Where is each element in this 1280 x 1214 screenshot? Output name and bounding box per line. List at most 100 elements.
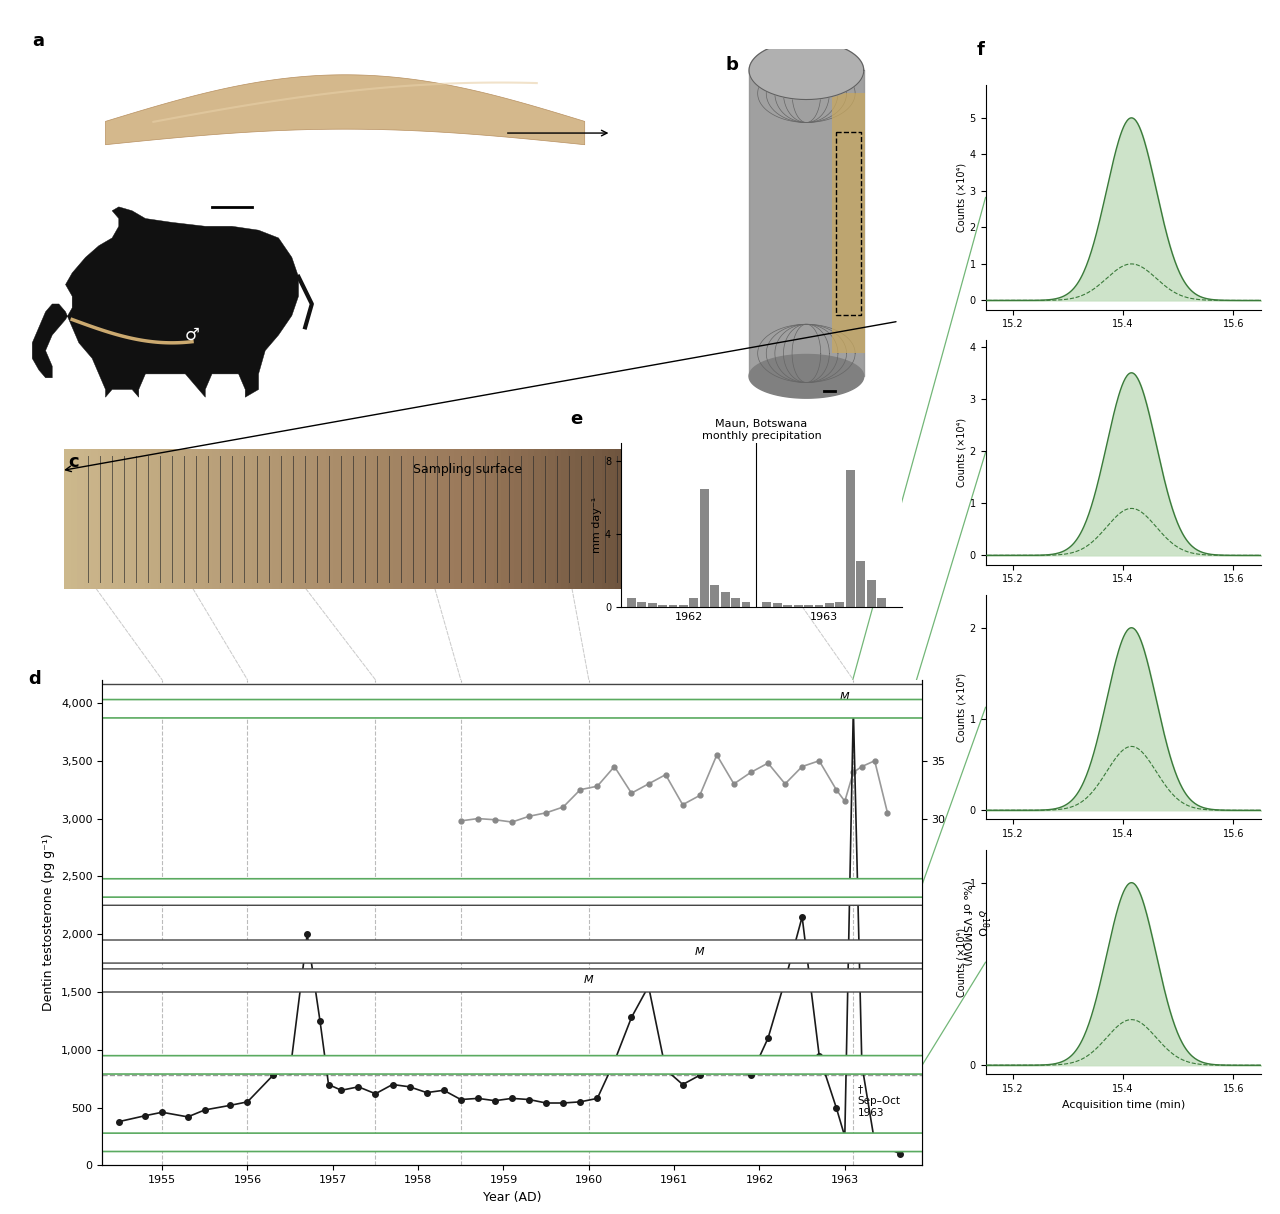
- Y-axis label: Counts (×10⁴): Counts (×10⁴): [957, 927, 966, 997]
- Polygon shape: [749, 41, 864, 100]
- Bar: [508, 449, 515, 589]
- Text: †
Sep–Oct
1963: † Sep–Oct 1963: [858, 1084, 901, 1118]
- Bar: [773, 603, 782, 607]
- Bar: [326, 449, 333, 589]
- Bar: [668, 605, 677, 607]
- Bar: [864, 449, 870, 589]
- Bar: [662, 449, 669, 589]
- Bar: [568, 449, 575, 589]
- Bar: [824, 603, 833, 607]
- Bar: [138, 449, 145, 589]
- Bar: [353, 449, 360, 589]
- Bar: [246, 449, 252, 589]
- Bar: [643, 449, 649, 589]
- Bar: [602, 449, 608, 589]
- Bar: [628, 449, 635, 589]
- Bar: [212, 449, 219, 589]
- Text: M: M: [695, 947, 704, 957]
- Bar: [306, 449, 312, 589]
- Bar: [700, 488, 709, 607]
- Text: M: M: [840, 692, 850, 702]
- Bar: [831, 449, 837, 589]
- Bar: [401, 449, 407, 589]
- Bar: [554, 449, 561, 589]
- Bar: [165, 449, 172, 589]
- Text: a: a: [32, 32, 45, 50]
- Bar: [810, 449, 817, 589]
- Circle shape: [0, 940, 1280, 963]
- Bar: [589, 449, 595, 589]
- Bar: [655, 449, 662, 589]
- Circle shape: [0, 883, 1280, 906]
- Bar: [804, 449, 810, 589]
- Bar: [360, 449, 366, 589]
- Bar: [649, 449, 655, 589]
- Bar: [420, 449, 428, 589]
- Bar: [387, 449, 393, 589]
- Y-axis label: $\delta^{18}$O
(‰ of VSMOW): $\delta^{18}$O (‰ of VSMOW): [963, 880, 991, 965]
- Bar: [500, 449, 507, 589]
- Bar: [658, 605, 667, 607]
- Text: d: d: [28, 670, 41, 688]
- Text: ♂: ♂: [184, 327, 200, 344]
- Bar: [515, 449, 521, 589]
- Circle shape: [0, 699, 1280, 717]
- Circle shape: [0, 1056, 1280, 1074]
- Circle shape: [0, 879, 1280, 897]
- Bar: [527, 449, 535, 589]
- Bar: [178, 449, 186, 589]
- Bar: [721, 592, 730, 607]
- Circle shape: [0, 969, 1280, 992]
- Bar: [232, 449, 239, 589]
- Bar: [447, 449, 454, 589]
- Bar: [333, 449, 339, 589]
- Bar: [252, 449, 259, 589]
- Bar: [320, 449, 326, 589]
- Bar: [736, 449, 742, 589]
- Bar: [703, 449, 709, 589]
- Bar: [535, 449, 541, 589]
- Bar: [689, 449, 696, 589]
- Bar: [494, 449, 500, 589]
- Bar: [669, 449, 676, 589]
- Bar: [225, 449, 232, 589]
- Bar: [794, 605, 803, 607]
- Bar: [637, 602, 646, 607]
- Circle shape: [0, 1133, 1280, 1152]
- Text: M: M: [584, 976, 594, 986]
- Bar: [844, 449, 850, 589]
- Bar: [796, 449, 804, 589]
- Bar: [454, 449, 461, 589]
- Bar: [84, 449, 91, 589]
- Bar: [541, 449, 548, 589]
- Bar: [97, 449, 105, 589]
- Bar: [488, 449, 494, 589]
- Bar: [285, 449, 293, 589]
- Bar: [300, 449, 306, 589]
- Bar: [172, 449, 178, 589]
- Bar: [709, 449, 716, 589]
- Polygon shape: [105, 75, 585, 144]
- Polygon shape: [832, 93, 865, 353]
- Bar: [440, 449, 447, 589]
- Title: Maun, Botswana
monthly precipitation: Maun, Botswana monthly precipitation: [701, 419, 822, 441]
- Y-axis label: Counts (×10⁴): Counts (×10⁴): [957, 163, 966, 232]
- Text: Mean: Mean: [111, 1061, 141, 1071]
- Polygon shape: [32, 206, 298, 397]
- Bar: [575, 449, 581, 589]
- Bar: [846, 470, 855, 607]
- Bar: [858, 449, 864, 589]
- Bar: [159, 449, 165, 589]
- Y-axis label: mm day⁻¹: mm day⁻¹: [593, 497, 602, 554]
- Bar: [467, 449, 474, 589]
- Bar: [742, 449, 750, 589]
- Bar: [850, 449, 858, 589]
- Text: f: f: [977, 41, 984, 59]
- Bar: [407, 449, 413, 589]
- Bar: [756, 449, 763, 589]
- Bar: [145, 449, 151, 589]
- Bar: [293, 449, 300, 589]
- Bar: [273, 449, 279, 589]
- Bar: [877, 597, 886, 607]
- Bar: [192, 449, 198, 589]
